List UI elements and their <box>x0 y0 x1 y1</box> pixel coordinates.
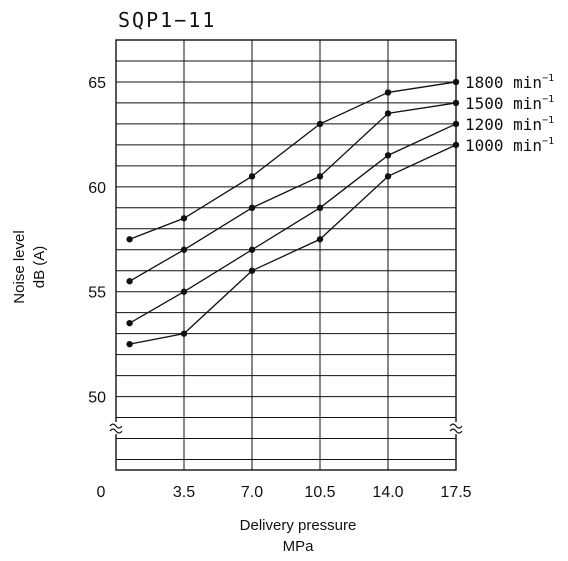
data-point-1500 <box>384 110 392 117</box>
plot-frame <box>115 39 457 471</box>
axis-break-gap <box>450 422 462 435</box>
x-axis-ticks: 0 3.5 7.0 10.5 14.0 17.5 <box>97 484 472 501</box>
y-axis-ticks: 50 55 60 65 <box>88 75 106 407</box>
series-line-1800 <box>129 81 457 240</box>
y-axis-label: Noise level dB (A) <box>11 230 48 303</box>
axis-break-gap <box>110 422 122 435</box>
data-point-1800 <box>316 120 324 128</box>
series-label-1000: 1000 min−1 <box>465 136 554 155</box>
series-label-value: 1500 min <box>465 94 542 113</box>
chart-title: SQP1−11 <box>118 8 216 32</box>
series-label-value: 1200 min <box>465 115 542 134</box>
series-label-value: 1800 min <box>465 73 542 92</box>
series-label-1500: 1500 min−1 <box>465 94 554 113</box>
x-tick-label: 3.5 <box>173 484 195 501</box>
series-label-1200: 1200 min−1 <box>465 115 554 134</box>
data-point-1800 <box>126 236 133 243</box>
x-axis-label-line2: MPa <box>283 538 315 555</box>
y-tick-label: 50 <box>88 390 106 407</box>
series-line-1200 <box>129 123 457 324</box>
axis-break <box>109 422 463 435</box>
series-label-unit-exponent: −1 <box>542 115 554 126</box>
axis-break-mark <box>449 428 463 434</box>
axis-break-mark <box>449 423 463 429</box>
data-point-1000 <box>126 340 133 348</box>
x-tick-label: 17.5 <box>440 484 471 501</box>
data-point-1200 <box>248 246 256 253</box>
data-point-1000 <box>180 330 188 337</box>
data-point-1500 <box>180 246 188 253</box>
x-axis-label-line1: Delivery pressure <box>240 517 357 534</box>
data-point-1000 <box>316 236 324 243</box>
y-tick-label: 60 <box>88 180 106 197</box>
x-tick-label: 0 <box>97 484 106 501</box>
x-tick-label: 14.0 <box>372 484 403 501</box>
series-label-unit-exponent: −1 <box>542 73 554 84</box>
x-tick-label: 10.5 <box>304 484 335 501</box>
series-line-1500 <box>129 102 457 282</box>
series-label-unit-exponent: −1 <box>542 136 554 147</box>
series-line-1000 <box>129 144 457 345</box>
data-point-1200 <box>180 288 188 295</box>
data-point-1800 <box>452 78 460 86</box>
data-point-1200 <box>126 319 133 327</box>
data-point-1800 <box>180 215 188 222</box>
data-point-1200 <box>452 120 460 128</box>
data-point-1500 <box>248 204 256 212</box>
data-point-1000 <box>248 267 256 274</box>
data-point-1000 <box>384 173 392 180</box>
y-axis-label-line1: Noise level <box>11 230 28 303</box>
data-point-1200 <box>384 152 392 159</box>
grid <box>116 40 456 470</box>
data-point-1500 <box>452 99 460 107</box>
series-label-unit-exponent: −1 <box>542 94 554 105</box>
data-point-1800 <box>384 89 392 96</box>
series-label-1800: 1800 min−1 <box>465 73 554 92</box>
data-point-1500 <box>126 278 133 285</box>
data-point-1200 <box>316 204 324 212</box>
x-tick-label: 7.0 <box>241 484 263 501</box>
series <box>126 78 460 348</box>
axis-break-mark <box>109 423 123 429</box>
data-point-1500 <box>316 173 324 180</box>
data-point-1800 <box>248 173 256 180</box>
axis-break-mark <box>109 428 123 434</box>
y-tick-label: 65 <box>88 75 106 92</box>
y-axis-label-line2: dB (A) <box>31 246 48 289</box>
y-tick-label: 55 <box>88 285 106 302</box>
series-label-value: 1000 min <box>465 136 542 155</box>
data-point-1000 <box>452 141 460 149</box>
